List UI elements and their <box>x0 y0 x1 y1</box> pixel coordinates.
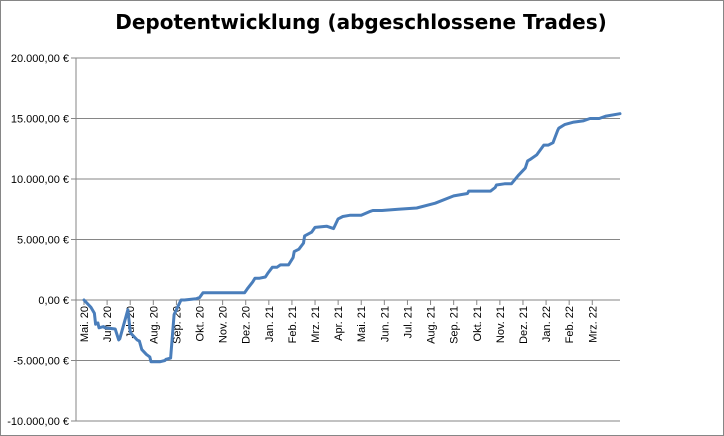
y-tick-label: 0,00 € <box>38 295 69 307</box>
x-tick-label: Nov. 20 <box>218 306 230 343</box>
x-tick-label: Dez. 21 <box>518 306 530 344</box>
gridlines <box>76 57 620 422</box>
x-tick-label: Jul. 21 <box>402 306 414 338</box>
y-tick-label: 5.000,00 € <box>17 235 69 247</box>
series-lines <box>82 112 622 364</box>
y-tick-label: 20.000,00 € <box>11 53 69 65</box>
x-tick-label: Sep. 21 <box>449 306 461 344</box>
x-tick-label: Mrz. 21 <box>310 306 322 343</box>
x-tick-label: Jan. 21 <box>264 306 276 342</box>
x-tick-label: Feb. 21 <box>287 306 299 343</box>
y-axis: 20.000,00 € 15.000,00 € 10.000,00 € 5.000,0… <box>7 53 77 428</box>
x-tick-label: Aug. 21 <box>426 306 438 344</box>
x-tick-label: Mrz. 22 <box>587 306 599 343</box>
y-tick-label: -10.000,00 € <box>7 416 69 428</box>
x-tick-label: Jan. 22 <box>541 306 553 342</box>
x-tick-label: Mai. 21 <box>356 306 368 342</box>
x-tick-label: Apr. 21 <box>333 306 345 341</box>
x-axis: Mai. 20 Jun. 20 Jul. 20 Aug. 20 Sep. 20 Okt. … <box>76 299 620 344</box>
chart-title: Depotentwicklung (abgeschlossene Trades) <box>115 10 607 34</box>
x-tick-label: Jun. 21 <box>379 306 391 342</box>
x-tick-label: Mai. 20 <box>79 306 91 342</box>
x-tick-label: Nov. 21 <box>495 306 507 343</box>
y-tick-label: -5.000,00 € <box>13 356 69 368</box>
x-tick-label: Feb. 22 <box>564 306 576 343</box>
x-tick-label: Jun. 20 <box>102 306 114 342</box>
x-tick-label: Dez. 20 <box>241 306 253 344</box>
x-tick-label: Aug. 20 <box>148 306 160 344</box>
series-line <box>82 112 622 364</box>
y-tick-label: 15.000,00 € <box>11 114 69 126</box>
y-tick-label: 10.000,00 € <box>11 174 69 186</box>
x-tick-label: Okt. 20 <box>195 306 207 341</box>
x-tick-label: Okt. 21 <box>472 306 484 341</box>
